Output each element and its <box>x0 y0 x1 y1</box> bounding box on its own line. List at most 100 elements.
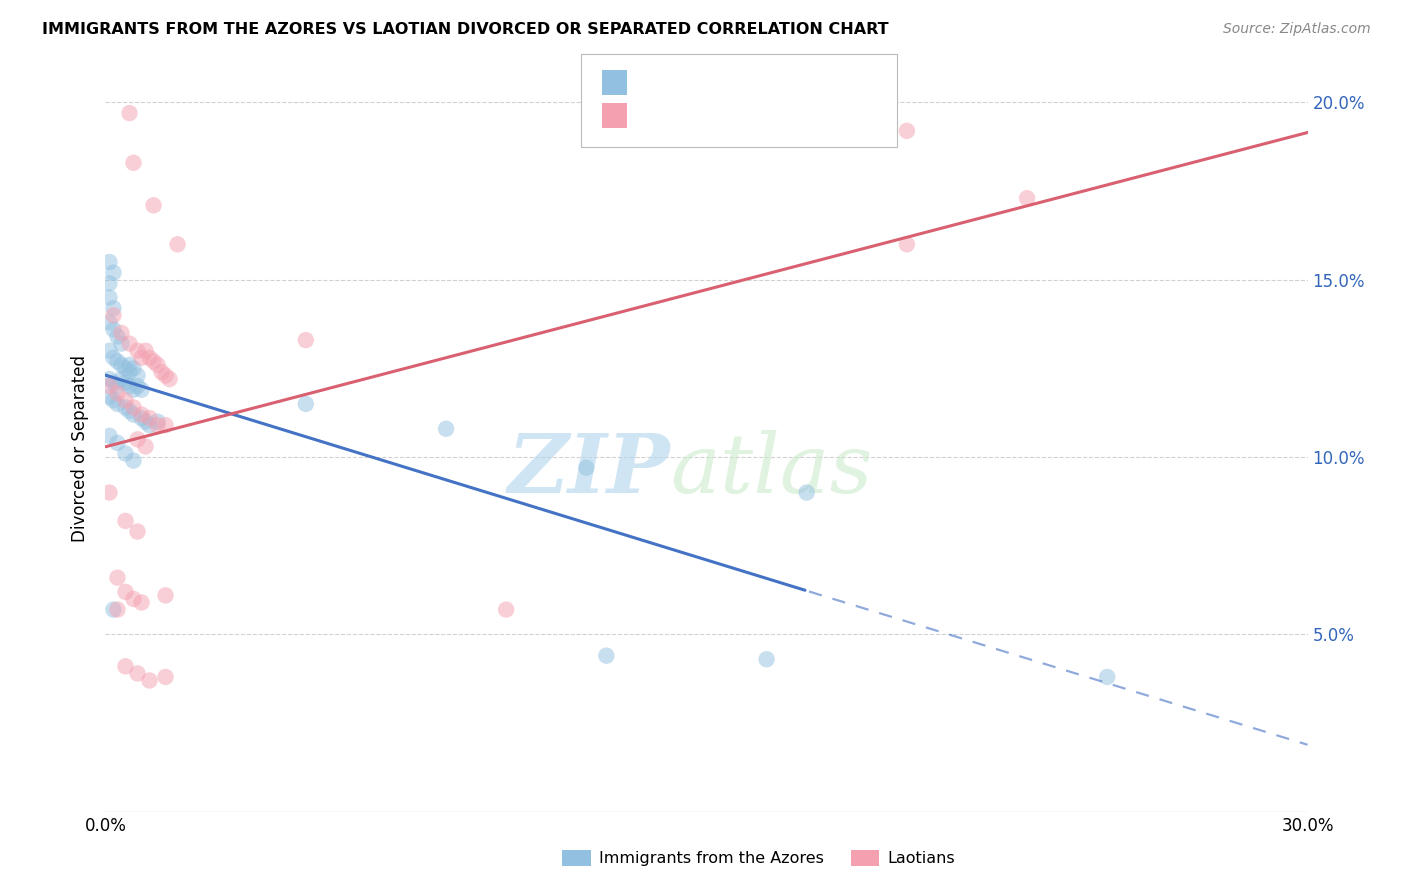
Point <box>122 383 145 397</box>
Point <box>150 365 173 379</box>
Text: Source: ZipAtlas.com: Source: ZipAtlas.com <box>1223 22 1371 37</box>
Point <box>122 155 145 169</box>
Point <box>103 301 125 315</box>
Point <box>142 198 165 212</box>
Point <box>131 411 153 425</box>
Point <box>896 237 918 252</box>
Text: -0.209: -0.209 <box>681 74 740 92</box>
Point <box>595 648 617 663</box>
Point <box>98 255 121 269</box>
Text: 44: 44 <box>779 107 803 125</box>
Text: 0.342: 0.342 <box>681 107 734 125</box>
Point <box>107 354 129 368</box>
Point <box>114 514 136 528</box>
Point <box>146 358 169 372</box>
Point <box>896 124 918 138</box>
Point <box>127 379 149 393</box>
Point <box>118 365 141 379</box>
Point <box>142 354 165 368</box>
Point <box>127 666 149 681</box>
Text: Laotians: Laotians <box>887 851 955 865</box>
Point <box>107 602 129 616</box>
Point <box>98 372 121 386</box>
Point <box>107 397 129 411</box>
Point <box>114 585 136 599</box>
Point <box>122 408 145 422</box>
Text: IMMIGRANTS FROM THE AZORES VS LAOTIAN DIVORCED OR SEPARATED CORRELATION CHART: IMMIGRANTS FROM THE AZORES VS LAOTIAN DI… <box>42 22 889 37</box>
Point <box>295 333 318 347</box>
Point <box>127 368 149 383</box>
Point <box>118 336 141 351</box>
Point <box>118 106 141 120</box>
Text: 49: 49 <box>779 74 803 92</box>
Point <box>110 326 132 340</box>
Text: N =: N = <box>748 107 785 125</box>
Point <box>98 277 121 291</box>
Point <box>114 361 136 376</box>
Point <box>103 376 125 390</box>
Point <box>155 670 177 684</box>
Text: ZIP: ZIP <box>508 430 671 510</box>
Point <box>114 659 136 673</box>
Point <box>122 591 145 606</box>
Y-axis label: Divorced or Separated: Divorced or Separated <box>72 355 90 541</box>
Point <box>495 602 517 616</box>
Point <box>127 343 149 358</box>
Text: atlas: atlas <box>671 430 873 510</box>
Point <box>135 343 157 358</box>
Point <box>131 383 153 397</box>
Point <box>98 379 121 393</box>
Point <box>110 372 132 386</box>
Point <box>103 322 125 336</box>
Point <box>98 291 121 305</box>
Point <box>138 351 160 365</box>
Point <box>118 379 141 393</box>
Point <box>98 343 121 358</box>
Text: Immigrants from the Azores: Immigrants from the Azores <box>599 851 824 865</box>
Point <box>122 361 145 376</box>
Point <box>98 485 121 500</box>
Point <box>110 358 132 372</box>
Point <box>138 418 160 433</box>
Point <box>796 485 818 500</box>
Point <box>434 422 457 436</box>
Point <box>1097 670 1119 684</box>
Point <box>159 372 181 386</box>
Point <box>122 453 145 467</box>
Point <box>146 418 169 433</box>
Text: R =: R = <box>638 107 675 125</box>
Point <box>127 433 149 447</box>
Point <box>103 308 125 322</box>
Point <box>114 401 136 415</box>
Point <box>107 436 129 450</box>
Text: N =: N = <box>748 74 785 92</box>
Point <box>131 351 153 365</box>
Point <box>107 571 129 585</box>
Point <box>131 595 153 609</box>
Point <box>146 415 169 429</box>
Point <box>131 408 153 422</box>
Point <box>103 266 125 280</box>
Point <box>122 401 145 415</box>
Point <box>118 358 141 372</box>
Point <box>107 379 129 393</box>
Point <box>135 415 157 429</box>
Point <box>155 368 177 383</box>
Point <box>295 397 318 411</box>
Point <box>103 351 125 365</box>
Point <box>755 652 778 666</box>
Point <box>155 418 177 433</box>
Point <box>135 440 157 454</box>
Point <box>114 446 136 460</box>
Point <box>166 237 188 252</box>
Point <box>107 329 129 343</box>
Point <box>103 602 125 616</box>
Point <box>110 336 132 351</box>
Point <box>127 524 149 539</box>
Point <box>98 429 121 443</box>
Point <box>98 390 121 404</box>
Point <box>98 315 121 329</box>
Point <box>575 460 598 475</box>
Point <box>114 393 136 408</box>
Point <box>155 588 177 602</box>
